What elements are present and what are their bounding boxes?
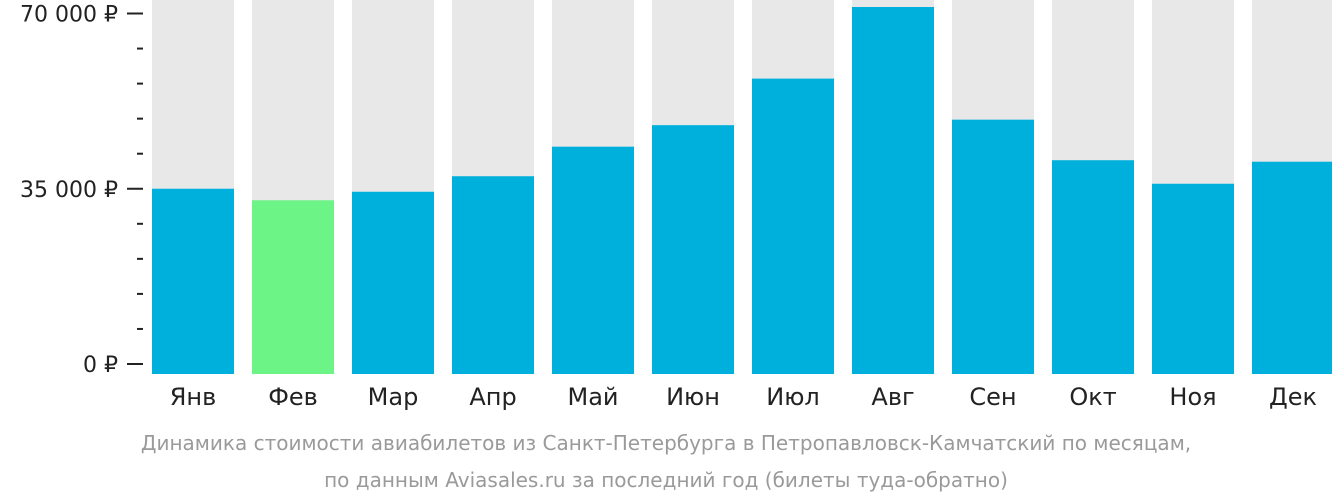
y-tick-label-3: 70 000 ₽ bbox=[20, 3, 118, 28]
chart-caption-line-1: Динамика стоимости авиабилетов из Санкт-… bbox=[140, 431, 1192, 455]
y-tick-label-2: 35 000 ₽ bbox=[20, 178, 118, 203]
bar-10 bbox=[1052, 160, 1134, 374]
x-tick-label-1: Янв bbox=[170, 383, 217, 411]
x-tick-label-8: Авг bbox=[871, 383, 914, 411]
bar-1 bbox=[152, 188, 234, 374]
bar-9 bbox=[952, 119, 1034, 375]
x-tick-label-10: Окт bbox=[1069, 383, 1116, 411]
x-tick-label-4: Апр bbox=[469, 383, 516, 411]
data-bars bbox=[152, 7, 1332, 375]
x-tick-label-9: Сен bbox=[969, 383, 1016, 411]
bar-7 bbox=[752, 78, 834, 374]
bar-11 bbox=[1152, 183, 1234, 374]
bar-3 bbox=[352, 191, 434, 374]
bar-5 bbox=[552, 146, 634, 374]
x-tick-label-5: Май bbox=[567, 383, 618, 411]
x-tick-label-11: Ноя bbox=[1169, 383, 1216, 411]
bar-8 bbox=[852, 7, 934, 374]
x-tick-label-6: Июн bbox=[666, 383, 720, 411]
y-axis: 0 ₽ 35 000 ₽ 70 000 ₽ bbox=[20, 3, 143, 378]
x-tick-label-7: Июл bbox=[766, 383, 820, 411]
bar-6 bbox=[652, 125, 734, 374]
bar-4 bbox=[452, 176, 534, 374]
y-tick-label-1: 0 ₽ bbox=[83, 353, 118, 378]
chart-caption-line-2: по данным Aviasales.ru за последний год … bbox=[324, 468, 1008, 492]
x-axis: Янв Фев Мар Апр Май Июн Июл Авг Сен Окт Ноя Дек bbox=[170, 383, 1317, 411]
x-tick-label-12: Дек bbox=[1269, 383, 1317, 411]
bar-2 bbox=[252, 200, 334, 374]
x-tick-label-3: Мар bbox=[368, 383, 419, 411]
x-tick-label-2: Фев bbox=[268, 383, 318, 411]
bar-12 bbox=[1252, 161, 1332, 374]
